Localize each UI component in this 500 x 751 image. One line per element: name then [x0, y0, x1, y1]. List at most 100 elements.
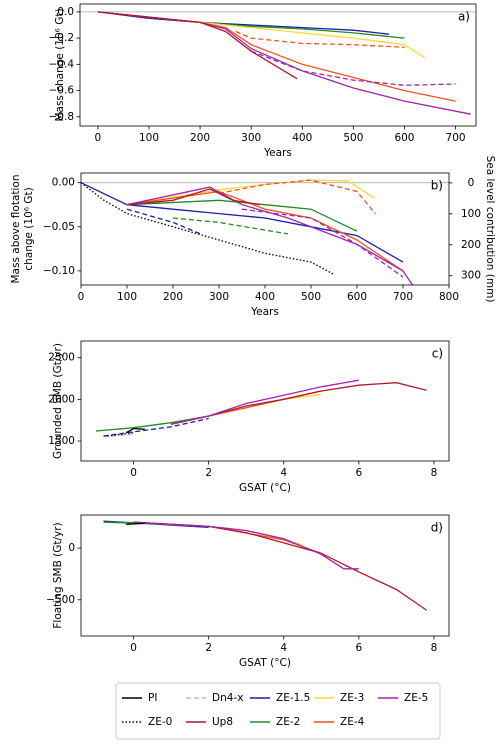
x-tick-label: 400	[292, 132, 312, 144]
legend-label: ZE-1.5	[276, 692, 310, 704]
series-line	[81, 182, 404, 263]
x-tick-label: 2	[205, 467, 212, 479]
x-tick-label: 600	[347, 291, 367, 303]
y-tick-label: 0	[68, 542, 75, 554]
x-tick-label: 700	[446, 132, 466, 144]
panel-label: d)	[431, 521, 443, 535]
series-line	[126, 186, 414, 285]
series-line	[125, 427, 145, 434]
x-axis-label: GSAT (°C)	[239, 482, 291, 494]
x-axis-label: Years	[263, 147, 292, 159]
y-tick-label: 0.00	[52, 177, 75, 189]
x-tick-label: 400	[255, 291, 275, 303]
legend-label: ZE-3	[340, 692, 364, 704]
y-tick-label: −0.8	[49, 111, 75, 123]
x-tick-label: 200	[163, 291, 183, 303]
x-tick-label: 300	[209, 291, 229, 303]
y-tick-label: −0.2	[49, 32, 75, 44]
y-axis-label: Mass above flotation	[10, 174, 22, 283]
y-axis-label: Mass change (10⁶ Gt)	[54, 8, 66, 121]
x-tick-label: 200	[190, 132, 210, 144]
series-line	[133, 521, 359, 570]
y2-axis-label: Sea level contribution (mm)	[484, 156, 496, 303]
axes-frame	[79, 3, 477, 127]
x-axis-label: GSAT (°C)	[239, 657, 291, 669]
axes-frame	[80, 340, 450, 462]
x-tick-label: 2	[205, 642, 212, 654]
series-line	[103, 417, 209, 437]
series-line	[126, 188, 261, 206]
y-tick-label: −500	[46, 594, 75, 606]
series-line	[133, 521, 322, 554]
series-line	[81, 182, 335, 275]
legend-label: ZE-2	[276, 716, 300, 728]
y-tick-label: 2500	[48, 352, 75, 364]
axes-frame	[80, 172, 450, 286]
legend-label: Up8	[212, 716, 233, 728]
series-line	[126, 179, 376, 206]
series-line	[170, 379, 360, 425]
legend-label: ZE-0	[148, 716, 172, 728]
series-line	[250, 50, 456, 86]
panel-label: c)	[432, 347, 443, 361]
y-tick-label: −0.05	[43, 221, 75, 233]
series-line	[97, 11, 390, 35]
x-tick-label: 800	[439, 291, 459, 303]
legend-label: PI	[148, 692, 157, 704]
series-line	[97, 11, 456, 102]
legend-box	[115, 682, 441, 740]
x-tick-label: 0	[95, 132, 102, 144]
y2-tick-label: 0	[468, 177, 475, 189]
y-tick-label: 0.0	[57, 6, 74, 18]
plot-area	[81, 179, 414, 285]
panel-label: a)	[458, 10, 470, 24]
y-tick-label: −0.6	[49, 85, 75, 97]
series-line	[126, 190, 404, 272]
series-line	[126, 199, 358, 232]
x-tick-label: 4	[280, 467, 287, 479]
panel-label: b)	[431, 179, 443, 193]
series-line	[241, 208, 404, 278]
x-axis-label: Years	[250, 306, 279, 318]
series-line	[172, 217, 289, 235]
x-tick-label: 100	[117, 291, 137, 303]
y-tick-label: 1500	[48, 435, 75, 447]
series-line	[235, 30, 405, 48]
x-tick-label: 0	[130, 467, 137, 479]
y-tick-label: −0.10	[43, 265, 75, 277]
y-axis-label: Grounded SMB (Gt/yr)	[52, 343, 64, 459]
legend-label: ZE-5	[404, 692, 428, 704]
y-axis-label: Floating SMB (Gt/yr)	[52, 522, 64, 628]
plot-area	[97, 11, 472, 115]
x-tick-label: 8	[431, 642, 438, 654]
x-tick-label: 300	[241, 132, 261, 144]
x-tick-label: 4	[280, 642, 287, 654]
x-tick-label: 700	[393, 291, 413, 303]
x-tick-label: 0	[78, 291, 85, 303]
series-line	[218, 179, 376, 215]
y-axis-label: change (10⁶ Gt)	[23, 187, 35, 270]
legend-label: ZE-4	[340, 716, 365, 728]
plot-area	[95, 379, 427, 438]
x-tick-label: 6	[356, 642, 363, 654]
series-line	[170, 382, 427, 425]
x-tick-label: 6	[356, 467, 363, 479]
series-line	[126, 522, 145, 525]
series-line	[103, 433, 134, 438]
y-tick-label: 2000	[48, 393, 75, 405]
x-tick-label: 600	[394, 132, 414, 144]
y-tick-label: −0.4	[49, 58, 75, 70]
series-line	[133, 521, 427, 611]
x-tick-label: 100	[139, 132, 159, 144]
series-line	[97, 11, 298, 80]
axes-frame	[80, 514, 450, 637]
y2-tick-label: 100	[461, 208, 481, 220]
y2-tick-label: 300	[461, 270, 481, 282]
plot-area	[103, 520, 427, 611]
y2-tick-label: 200	[461, 239, 481, 251]
series-line	[126, 208, 201, 235]
x-tick-label: 500	[343, 132, 363, 144]
series-line	[107, 432, 134, 437]
